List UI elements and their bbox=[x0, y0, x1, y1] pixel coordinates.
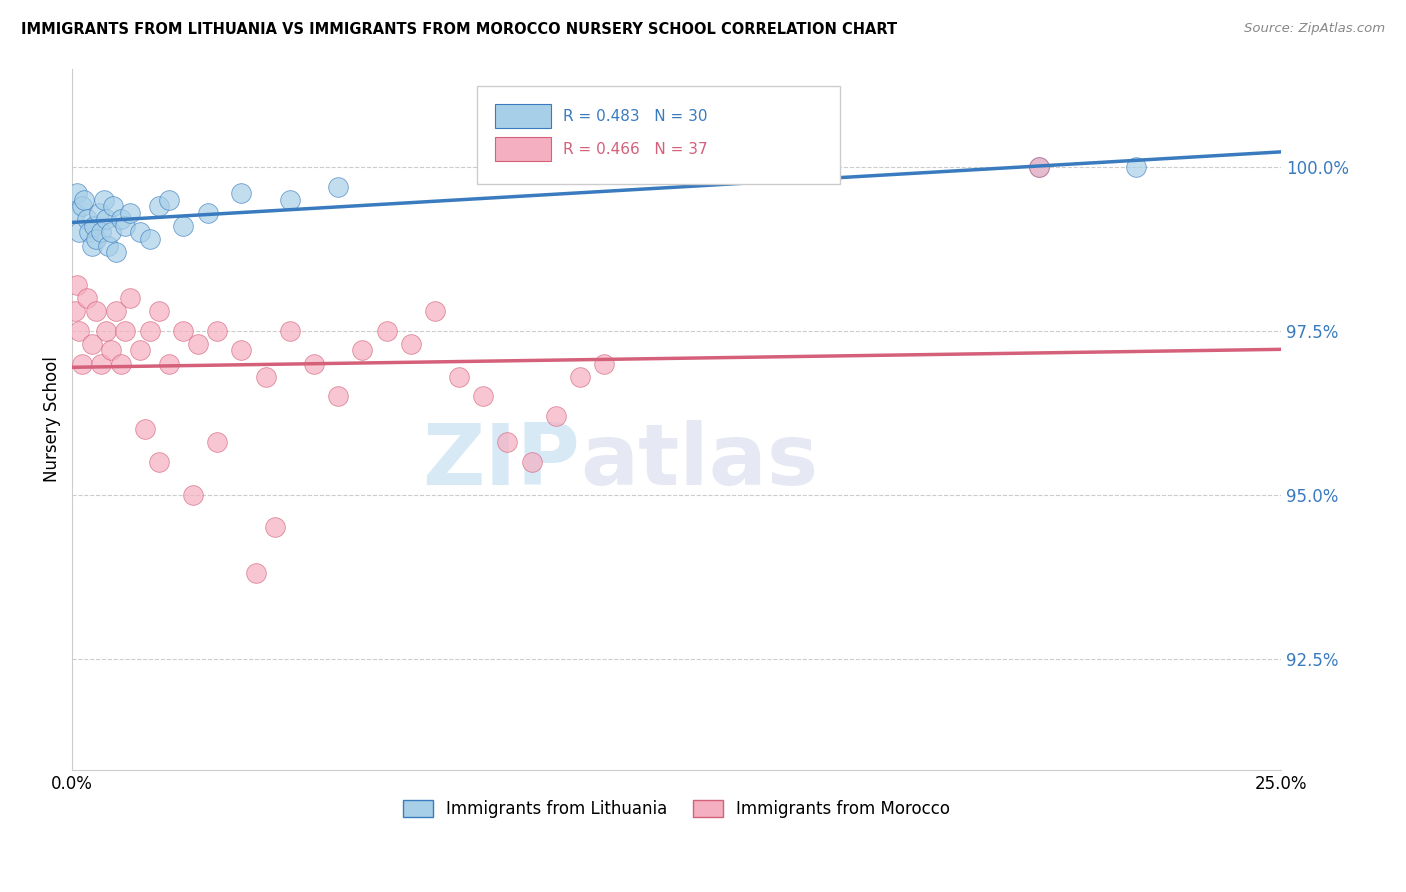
Point bbox=[103, 199, 125, 213]
Point bbox=[129, 343, 152, 358]
Point bbox=[138, 324, 160, 338]
Point bbox=[120, 206, 142, 220]
FancyBboxPatch shape bbox=[495, 104, 551, 128]
Point bbox=[104, 304, 127, 318]
Point bbox=[138, 232, 160, 246]
Point bbox=[328, 179, 350, 194]
Point bbox=[69, 226, 91, 240]
Point bbox=[76, 291, 98, 305]
Text: IMMIGRANTS FROM LITHUANIA VS IMMIGRANTS FROM MOROCCO NURSERY SCHOOL CORRELATION : IMMIGRANTS FROM LITHUANIA VS IMMIGRANTS … bbox=[21, 22, 897, 37]
Text: atlas: atlas bbox=[579, 420, 818, 503]
Point bbox=[593, 357, 616, 371]
Point bbox=[97, 238, 120, 252]
Point bbox=[94, 212, 117, 227]
Point bbox=[114, 219, 136, 233]
Point bbox=[568, 369, 591, 384]
Point bbox=[1028, 160, 1050, 174]
Point bbox=[77, 226, 100, 240]
Point bbox=[231, 186, 253, 200]
Point bbox=[63, 206, 86, 220]
Point bbox=[104, 245, 127, 260]
Point bbox=[80, 238, 103, 252]
Point bbox=[278, 324, 301, 338]
Point bbox=[1028, 160, 1050, 174]
Point bbox=[157, 357, 180, 371]
Point bbox=[110, 212, 132, 227]
Point bbox=[120, 291, 142, 305]
Point bbox=[70, 199, 93, 213]
Point bbox=[207, 324, 229, 338]
Text: R = 0.466   N = 37: R = 0.466 N = 37 bbox=[562, 142, 707, 157]
Point bbox=[80, 337, 103, 351]
FancyBboxPatch shape bbox=[477, 86, 839, 185]
Point bbox=[172, 219, 194, 233]
Point bbox=[129, 226, 152, 240]
Point bbox=[181, 488, 204, 502]
Y-axis label: Nursery School: Nursery School bbox=[44, 356, 60, 483]
Point bbox=[93, 193, 115, 207]
Point bbox=[520, 455, 543, 469]
Legend: Immigrants from Lithuania, Immigrants from Morocco: Immigrants from Lithuania, Immigrants fr… bbox=[396, 793, 956, 825]
Point bbox=[302, 357, 325, 371]
Point bbox=[100, 343, 122, 358]
Point bbox=[66, 277, 89, 292]
Point bbox=[447, 369, 470, 384]
Point bbox=[86, 232, 108, 246]
Point bbox=[94, 324, 117, 338]
Point bbox=[134, 422, 156, 436]
Point bbox=[73, 193, 96, 207]
Point bbox=[148, 199, 170, 213]
Point bbox=[197, 206, 219, 220]
Point bbox=[172, 324, 194, 338]
Point bbox=[423, 304, 446, 318]
Point bbox=[399, 337, 422, 351]
Point bbox=[1125, 160, 1147, 174]
Point bbox=[352, 343, 374, 358]
Point bbox=[472, 389, 495, 403]
Point bbox=[264, 520, 287, 534]
Point bbox=[544, 409, 567, 423]
Point bbox=[187, 337, 209, 351]
Text: R = 0.483   N = 30: R = 0.483 N = 30 bbox=[562, 109, 707, 124]
Point bbox=[83, 219, 105, 233]
FancyBboxPatch shape bbox=[495, 137, 551, 161]
Point bbox=[245, 566, 267, 581]
Point bbox=[148, 304, 170, 318]
Point bbox=[90, 226, 112, 240]
Point bbox=[100, 226, 122, 240]
Point bbox=[148, 455, 170, 469]
Point bbox=[496, 435, 519, 450]
Point bbox=[86, 304, 108, 318]
Point bbox=[76, 212, 98, 227]
Point bbox=[254, 369, 277, 384]
Point bbox=[90, 357, 112, 371]
Point bbox=[66, 186, 89, 200]
Point bbox=[110, 357, 132, 371]
Point bbox=[63, 304, 86, 318]
Point bbox=[375, 324, 398, 338]
Point bbox=[70, 357, 93, 371]
Point bbox=[69, 324, 91, 338]
Point bbox=[231, 343, 253, 358]
Text: Source: ZipAtlas.com: Source: ZipAtlas.com bbox=[1244, 22, 1385, 36]
Text: ZIP: ZIP bbox=[422, 420, 579, 503]
Point bbox=[87, 206, 110, 220]
Point bbox=[207, 435, 229, 450]
Point bbox=[157, 193, 180, 207]
Point bbox=[114, 324, 136, 338]
Point bbox=[328, 389, 350, 403]
Point bbox=[278, 193, 301, 207]
